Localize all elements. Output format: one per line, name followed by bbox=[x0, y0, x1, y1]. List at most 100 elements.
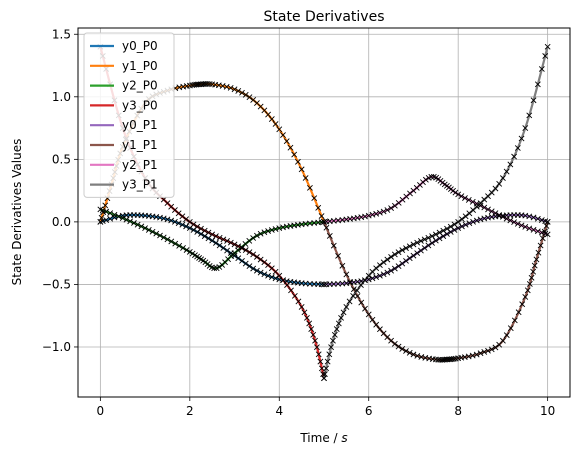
legend-label-y2_P0: y2_P0 bbox=[122, 79, 158, 93]
data-point-y1_P1 bbox=[326, 233, 333, 239]
data-point-y3_P0 bbox=[315, 351, 322, 358]
data-point-y1_P0 bbox=[294, 158, 301, 165]
data-point-y3_P0 bbox=[246, 249, 253, 256]
data-point-y3_P0 bbox=[284, 282, 290, 288]
data-point-y2_P1 bbox=[462, 195, 468, 201]
data-point-y1_P1 bbox=[544, 218, 551, 225]
data-point-y3_P0 bbox=[209, 231, 216, 238]
data-point-y3_P0 bbox=[261, 259, 268, 266]
data-point-y3_P1 bbox=[384, 256, 391, 263]
data-point-y0_P0 bbox=[175, 220, 182, 227]
data-point-y3_P1 bbox=[538, 66, 545, 72]
data-point-y2_P0 bbox=[153, 230, 160, 237]
data-point-y3_P0 bbox=[298, 304, 305, 310]
data-point-y0_P0 bbox=[253, 267, 260, 274]
data-point-y1_P0 bbox=[204, 80, 211, 87]
data-point-y0_P1 bbox=[388, 267, 395, 274]
data-point-y2_P1 bbox=[384, 207, 391, 213]
legend-label-y1_P0: y1_P0 bbox=[122, 59, 158, 73]
data-point-y3_P1 bbox=[354, 287, 360, 294]
data-point-y2_P1 bbox=[511, 219, 518, 226]
data-point-y2_P1 bbox=[499, 213, 506, 220]
data-point-y2_P0 bbox=[168, 238, 175, 245]
data-point-y1_P1 bbox=[343, 271, 350, 278]
data-point-y2_P0 bbox=[257, 230, 264, 237]
data-point-y3_P1 bbox=[376, 262, 383, 269]
data-point-y3_P0 bbox=[253, 253, 260, 260]
data-point-y1_P1 bbox=[395, 343, 402, 350]
data-point-y3_P1 bbox=[328, 344, 335, 351]
data-point-y2_P1 bbox=[395, 199, 402, 206]
data-point-y1_P0 bbox=[307, 184, 313, 191]
data-point-y0_P0 bbox=[265, 272, 272, 279]
data-point-y0_P0 bbox=[160, 215, 167, 222]
data-point-y2_P0 bbox=[157, 232, 163, 239]
data-point-y1_P1 bbox=[519, 301, 526, 308]
data-point-y1_P1 bbox=[330, 242, 337, 249]
data-point-y1_P0 bbox=[298, 166, 305, 173]
data-point-y0_P0 bbox=[220, 245, 227, 251]
data-point-y0_P1 bbox=[477, 216, 484, 223]
data-point-y3_P0 bbox=[224, 238, 231, 244]
data-point-y2_P0 bbox=[111, 211, 118, 218]
data-point-y1_P0 bbox=[291, 151, 298, 158]
data-point-y1_P1 bbox=[406, 349, 413, 356]
data-point-y3_P0 bbox=[308, 326, 315, 333]
data-point-y2_P1 bbox=[428, 173, 435, 180]
data-point-y2_P1 bbox=[488, 208, 495, 215]
data-point-y1_P1 bbox=[539, 235, 546, 242]
data-point-y2_P0 bbox=[186, 248, 193, 255]
data-point-y1_P0 bbox=[239, 89, 245, 96]
data-point-y3_P1 bbox=[440, 227, 447, 234]
data-point-y1_P0 bbox=[318, 213, 325, 219]
data-point-y2_P0 bbox=[216, 264, 223, 270]
data-point-y0_P1 bbox=[470, 218, 477, 225]
data-point-y0_P1 bbox=[406, 255, 413, 262]
legend: y0_P0 y1_P0 y2_P0 y3_P0 y0_P1 y1_P1 y2_P1 y3_P1 bbox=[83, 32, 175, 198]
data-point-y2_P1 bbox=[514, 220, 521, 227]
data-point-y2_P0 bbox=[242, 241, 249, 247]
data-point-y2_P1 bbox=[522, 223, 529, 230]
data-point-y0_P0 bbox=[242, 260, 249, 267]
data-point-y3_P1 bbox=[542, 53, 549, 59]
data-point-y2_P0 bbox=[246, 237, 253, 244]
data-point-y3_P0 bbox=[317, 358, 324, 365]
data-point-y0_P1 bbox=[399, 260, 406, 267]
data-point-y3_P1 bbox=[530, 97, 537, 104]
data-point-y0_P1 bbox=[473, 217, 480, 224]
data-point-y1_P0 bbox=[272, 121, 279, 127]
data-point-y1_P1 bbox=[369, 316, 376, 323]
data-point-y2_P0 bbox=[272, 226, 279, 232]
data-point-y2_P1 bbox=[452, 189, 459, 196]
data-point-y0_P0 bbox=[272, 275, 279, 282]
data-point-y3_P1 bbox=[444, 225, 450, 232]
data-point-y3_P1 bbox=[410, 241, 417, 248]
data-point-y2_P1 bbox=[526, 225, 533, 232]
data-point-y3_P1 bbox=[414, 239, 421, 246]
data-point-y1_P0 bbox=[268, 116, 275, 122]
data-point-y3_P1 bbox=[544, 43, 551, 50]
data-point-y3_P0 bbox=[212, 233, 219, 240]
data-point-y1_P1 bbox=[492, 344, 499, 351]
legend-box bbox=[83, 32, 175, 198]
data-point-y3_P1 bbox=[417, 238, 424, 244]
data-point-y0_P1 bbox=[373, 274, 380, 281]
data-point-y3_P1 bbox=[492, 185, 499, 192]
data-point-y1_P1 bbox=[354, 293, 361, 299]
data-point-y2_P0 bbox=[160, 234, 167, 241]
data-point-y2_P0 bbox=[164, 236, 171, 243]
data-point-y0_P0 bbox=[171, 218, 178, 225]
data-point-y2_P0 bbox=[103, 208, 110, 215]
data-point-y3_P1 bbox=[432, 231, 439, 238]
data-point-y0_P0 bbox=[246, 263, 253, 270]
data-point-y2_P1 bbox=[321, 218, 327, 225]
data-point-y2_P1 bbox=[469, 198, 476, 205]
data-point-y3_P0 bbox=[295, 298, 302, 305]
data-point-y3_P1 bbox=[534, 81, 541, 88]
x-tick-label: 8 bbox=[454, 404, 462, 418]
data-point-y3_P1 bbox=[380, 259, 387, 266]
data-point-y2_P0 bbox=[250, 235, 257, 241]
data-point-y2_P1 bbox=[373, 210, 380, 217]
data-point-y1_P1 bbox=[347, 279, 354, 285]
data-point-y1_P1 bbox=[362, 305, 368, 312]
